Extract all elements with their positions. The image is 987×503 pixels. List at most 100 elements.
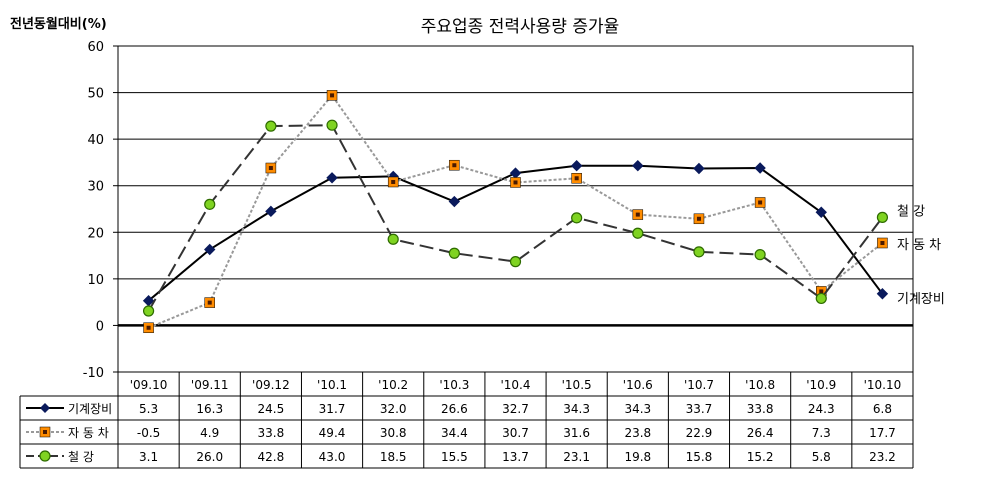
data-label: 13.7: [502, 450, 529, 464]
data-label: 15.2: [747, 450, 774, 464]
y-tick-label: 30: [87, 180, 104, 195]
data-point-0: [693, 162, 705, 175]
data-point-0: [265, 205, 277, 218]
data-label: 15.8: [686, 450, 713, 464]
data-label: 6.8: [873, 402, 892, 416]
data-label: 30.8: [380, 426, 407, 440]
data-label: 26.6: [441, 402, 468, 416]
x-tick-label: '10.10: [864, 378, 902, 392]
data-point-core-1: [819, 289, 824, 294]
series-end-label: 기계장비: [897, 292, 945, 307]
x-tick-label: '10.4: [500, 378, 530, 392]
series-end-label: 자 동 차: [897, 238, 941, 253]
data-point-core-1: [452, 163, 457, 168]
data-point-0: [632, 159, 644, 172]
data-label: 34.3: [624, 402, 651, 416]
x-tick-label: '09.11: [191, 378, 229, 392]
y-tick-label: 0: [96, 319, 104, 334]
y-tick-labels: -10 0 10 20 30 40 50 60: [83, 40, 104, 381]
data-point-0: [570, 159, 583, 172]
data-label: 34.4: [441, 426, 468, 440]
x-tick-label: '10.3: [439, 378, 469, 392]
data-label: 19.8: [624, 450, 651, 464]
y-tick-label: 40: [87, 133, 104, 148]
x-tick-label: '10.9: [806, 378, 836, 392]
data-label: 32.7: [502, 402, 529, 416]
data-label: 34.3: [563, 402, 590, 416]
legend-label-0: 기계장비: [68, 402, 112, 416]
y-axis-label: 전년동월대비(%): [10, 16, 107, 32]
data-label: 43.0: [319, 450, 346, 464]
data-label: 17.7: [869, 426, 896, 440]
y-tick-label: 20: [87, 226, 104, 241]
data-label: 3.1: [139, 450, 158, 464]
data-point-core-1: [513, 180, 518, 185]
data-label: 23.1: [563, 450, 590, 464]
data-label: 15.5: [441, 450, 468, 464]
data-label: 31.7: [319, 402, 346, 416]
plot-area: [117, 45, 914, 373]
chart-title: 주요업종 전력사용량 증가율: [421, 17, 620, 37]
data-label: 42.8: [258, 450, 285, 464]
data-point-0: [876, 288, 889, 300]
legend-marker-2: [39, 450, 51, 462]
series-end-label: 철 강: [897, 204, 925, 219]
data-label: 23.8: [624, 426, 651, 440]
data-label: 24.3: [808, 402, 835, 416]
data-label: 33.8: [258, 426, 285, 440]
data-label: 18.5: [380, 450, 407, 464]
x-tick-label: '10.2: [378, 378, 408, 392]
data-point-0: [448, 195, 461, 208]
data-label: 7.3: [812, 426, 831, 440]
data-point-core-1: [268, 166, 273, 171]
y-tick-label: -10: [83, 366, 104, 381]
data-point-2: [815, 292, 827, 305]
data-point-2: [204, 198, 216, 210]
data-label: 5.8: [812, 450, 831, 464]
y-tick-label: 10: [87, 273, 104, 288]
x-tick-label: '10.6: [623, 378, 653, 392]
grid: [113, 45, 914, 373]
data-point-core-1: [635, 212, 640, 217]
y-tick-label: 60: [87, 40, 104, 55]
data-point-core-1: [880, 240, 885, 245]
x-tick-label: '10.8: [745, 378, 775, 392]
x-tick-label: '10.7: [684, 378, 714, 392]
data-point-core-1: [758, 200, 763, 205]
data-label: 33.7: [686, 402, 713, 416]
data-label: 4.9: [200, 426, 219, 440]
data-point-2: [571, 212, 583, 224]
legend-marker-0: [40, 403, 50, 413]
data-point-2: [387, 233, 399, 245]
data-point-2: [876, 211, 889, 223]
data-point-2: [632, 227, 644, 239]
x-tick-label: '09.10: [130, 378, 168, 392]
data-point-0: [815, 206, 827, 218]
data-label: 26.0: [196, 450, 223, 464]
data-label: 5.3: [139, 402, 158, 416]
data-point-core-1: [574, 176, 579, 181]
data-point-core-1: [391, 179, 396, 184]
data-label: 26.4: [747, 426, 774, 440]
data-point-0: [204, 243, 216, 256]
data-point-0: [754, 162, 766, 174]
legend-marker-core-1: [43, 430, 47, 434]
data-label: 23.2: [869, 450, 896, 464]
data-point-core-1: [696, 216, 701, 221]
data-label: -0.5: [137, 426, 160, 440]
data-label: 30.7: [502, 426, 529, 440]
data-point-2: [754, 249, 766, 261]
data-label: 49.4: [319, 426, 346, 440]
data-label: 16.3: [196, 402, 223, 416]
legend-label-2: 철 강: [68, 450, 94, 464]
data-label: 33.8: [747, 402, 774, 416]
series-lines: [142, 90, 889, 334]
data-point-core-1: [330, 93, 335, 98]
legend-label-1: 자 동 차: [68, 426, 109, 440]
data-point-2: [448, 247, 460, 259]
data-point-0: [326, 172, 338, 184]
data-label: 24.5: [258, 402, 285, 416]
data-point-2: [326, 119, 338, 131]
